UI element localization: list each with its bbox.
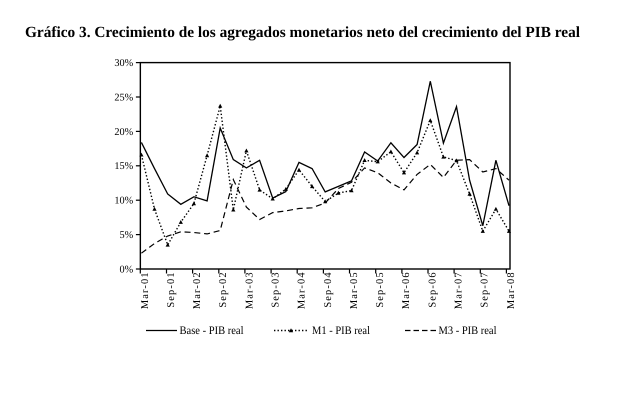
- svg-text:Sep-07: Sep-07: [480, 271, 491, 307]
- svg-text:0%: 0%: [119, 264, 133, 275]
- svg-text:20%: 20%: [114, 127, 133, 138]
- svg-text:5%: 5%: [119, 230, 133, 241]
- svg-text:M3 - PIB real: M3 - PIB real: [439, 325, 497, 337]
- svg-text:Mar-01: Mar-01: [140, 271, 151, 309]
- svg-text:Sep-01: Sep-01: [166, 271, 177, 307]
- svg-text:Mar-04: Mar-04: [297, 271, 308, 309]
- svg-text:Sep-05: Sep-05: [375, 271, 386, 307]
- svg-text:10%: 10%: [114, 196, 133, 207]
- svg-text:Mar-07: Mar-07: [454, 271, 465, 309]
- svg-text:Sep-04: Sep-04: [323, 271, 334, 307]
- svg-text:Base - PIB real: Base - PIB real: [180, 325, 244, 337]
- svg-text:Mar-08: Mar-08: [506, 271, 517, 309]
- svg-text:25%: 25%: [114, 92, 133, 103]
- svg-text:M1 - PIB real: M1 - PIB real: [312, 325, 370, 337]
- svg-text:Gráfico 3. Crecimiento de los: Gráfico 3. Crecimiento de los agregados …: [25, 24, 581, 41]
- svg-text:Sep-02: Sep-02: [218, 271, 229, 307]
- svg-text:Mar-06: Mar-06: [401, 271, 412, 309]
- svg-text:Mar-03: Mar-03: [244, 271, 255, 309]
- svg-text:Mar-05: Mar-05: [349, 271, 360, 309]
- svg-text:Mar-02: Mar-02: [192, 271, 203, 309]
- svg-text:Sep-06: Sep-06: [427, 271, 438, 307]
- svg-text:15%: 15%: [114, 161, 133, 172]
- svg-text:Sep-03: Sep-03: [271, 271, 282, 307]
- svg-text:30%: 30%: [114, 58, 133, 69]
